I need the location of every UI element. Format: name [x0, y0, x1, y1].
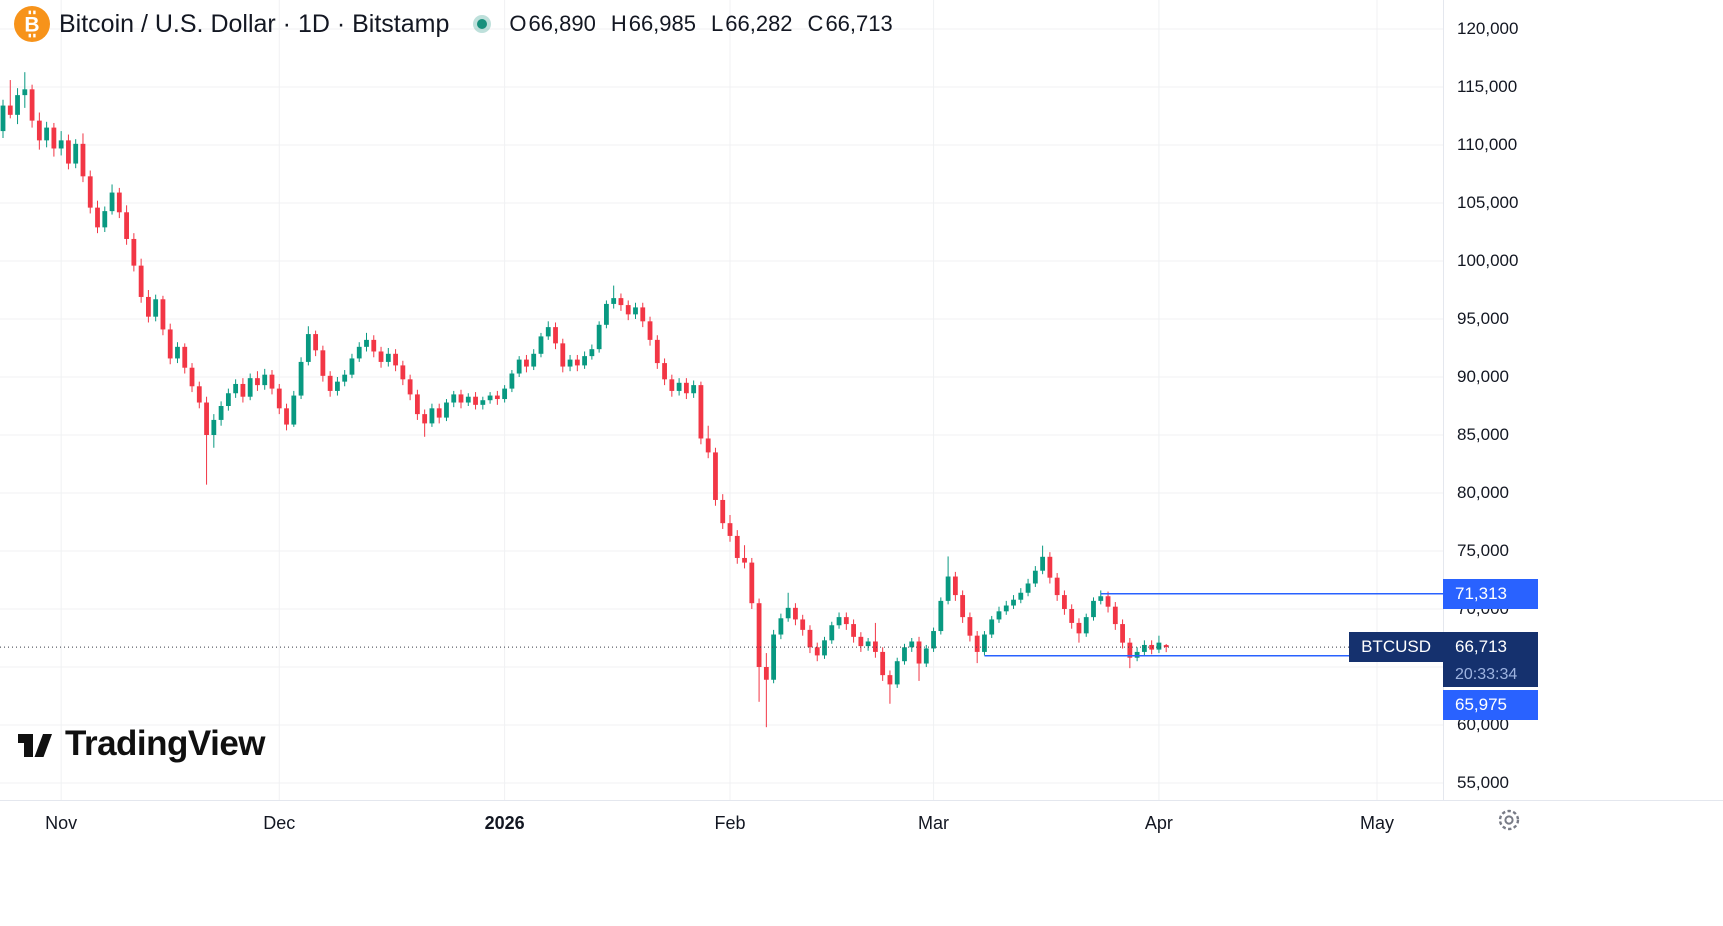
price-tick-label: 55,000 [1457, 773, 1509, 792]
ohlc-high-value: 66,985 [628, 11, 696, 36]
chart-canvas[interactable] [0, 0, 1443, 800]
tradingview-watermark: TradingView [16, 724, 266, 764]
time-tick-label: Nov [45, 813, 78, 833]
time-tick-label: Dec [263, 813, 296, 833]
candles-layer [0, 72, 1169, 728]
time-tick-label: Mar [918, 813, 950, 833]
price-tick-label: 100,000 [1457, 251, 1519, 270]
ohlc-high-label: H [610, 11, 627, 36]
price-tick-label: 95,000 [1457, 309, 1509, 328]
ohlc-close-value: 66,713 [825, 11, 893, 36]
price-level-label[interactable]: 71,313 [1443, 578, 1538, 609]
grid-layer [0, 0, 1443, 800]
price-level-label[interactable]: 65,975 [1443, 690, 1538, 721]
price-tick-label: 115,000 [1457, 77, 1518, 96]
current-price-symbol-label: BTCUSD [1349, 632, 1443, 663]
time-axis-settings-icon[interactable] [1496, 807, 1522, 833]
ohlc-values: O 66,890 H 66,985 L 66,282 C 66,713 [509, 11, 892, 37]
ohlc-low-value: 66,282 [725, 11, 793, 36]
chart-header: B Bitcoin / U.S. Dollar · 1D · Bitstamp … [14, 4, 893, 44]
time-tick-label: Apr [1144, 813, 1173, 833]
symbol-title[interactable]: Bitcoin / U.S. Dollar · 1D · Bitstamp [59, 9, 450, 38]
ohlc-low-label: L [711, 11, 724, 36]
price-tick-label: 105,000 [1457, 193, 1519, 212]
market-status-icon[interactable] [477, 19, 488, 29]
time-tick-label: May [1360, 813, 1395, 833]
svg-text:B: B [24, 14, 39, 37]
price-tick-label: 120,000 [1457, 19, 1519, 38]
bar-countdown-label: 20:33:34 [1443, 662, 1538, 688]
price-tick-label: 75,000 [1457, 541, 1509, 560]
current-price-label: 66,713 [1443, 632, 1538, 663]
time-tick-label: 2026 [484, 813, 525, 833]
time-tick-label: Feb [714, 813, 746, 833]
bitcoin-icon: B [14, 6, 50, 42]
time-axis[interactable]: Nov Dec 2026 Feb Mar Apr May [0, 800, 1723, 926]
price-tick-label: 80,000 [1457, 483, 1509, 502]
price-tick-label: 85,000 [1457, 425, 1509, 444]
ohlc-open-value: 66,890 [528, 11, 596, 36]
tradingview-logo-text: TradingView [65, 724, 266, 763]
tradingview-logo-icon [18, 734, 52, 757]
ohlc-open-label: O [509, 11, 527, 36]
ohlc-close-label: C [807, 11, 824, 36]
price-tick-label: 110,000 [1457, 135, 1518, 154]
price-tick-label: 90,000 [1457, 367, 1509, 386]
